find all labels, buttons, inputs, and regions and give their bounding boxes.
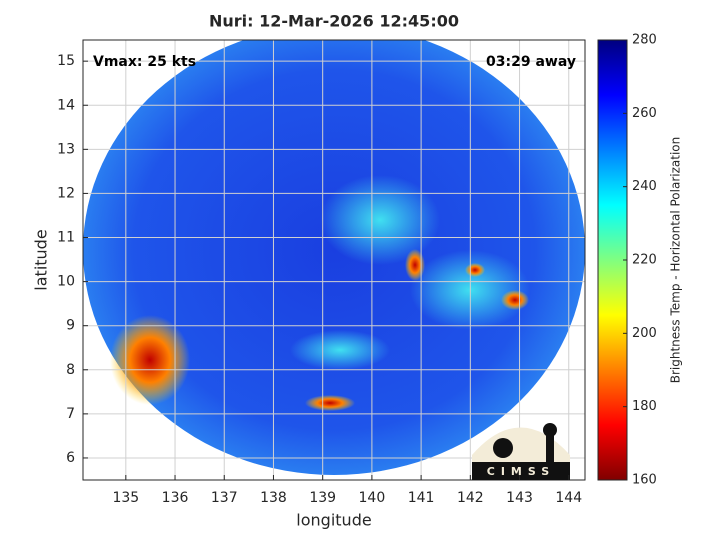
colorbar-tick-label: 280 [632,33,657,48]
x-tick-label: 143 [506,490,533,506]
colorbar-label: Brightness Temp - Horizontal Polarizatio… [669,137,683,384]
x-axis-label: longitude [296,511,371,530]
y-tick-label: 12 [57,185,75,201]
colorbar-tick-label: 240 [632,179,657,194]
swath-image [83,40,585,475]
colorbar [597,39,628,481]
x-tick-label: 142 [457,490,484,506]
y-tick-label: 9 [66,318,75,334]
colorbar-tick-label: 160 [632,473,657,488]
x-tick-label: 139 [309,490,336,506]
y-tick-label: 10 [57,274,75,290]
y-tick-label: 8 [66,362,75,378]
y-tick-label: 11 [57,230,75,246]
x-tick-label: 141 [408,490,435,506]
x-tick-label: 137 [211,490,238,506]
y-tick-label: 7 [66,406,75,422]
y-tick-label: 6 [66,450,75,466]
x-tick-label: 144 [555,490,582,506]
colorbar-tick-label: 180 [632,399,657,414]
colorbar-tick-label: 200 [632,326,657,341]
chart-title: Nuri: 12-Mar-2026 12:45:00 [209,12,459,31]
x-tick-label: 135 [112,490,139,506]
plot-frame [82,39,586,481]
annotation: 03:29 away [486,54,576,70]
colorbar-tick-label: 260 [632,106,657,121]
x-tick-label: 136 [162,490,189,506]
y-axis-label: latitude [32,229,51,290]
y-tick-label: 14 [57,97,75,113]
logo: CIMSS [472,423,570,480]
x-tick-label: 140 [359,490,386,506]
x-tick-label: 138 [260,490,287,506]
y-tick-label: 15 [57,53,75,69]
colorbar-tick-label: 220 [632,253,657,268]
y-tick-label: 13 [57,141,75,157]
annotation: Vmax: 25 kts [93,54,196,70]
logo-text: CIMSS [487,465,555,478]
grid [83,40,585,480]
